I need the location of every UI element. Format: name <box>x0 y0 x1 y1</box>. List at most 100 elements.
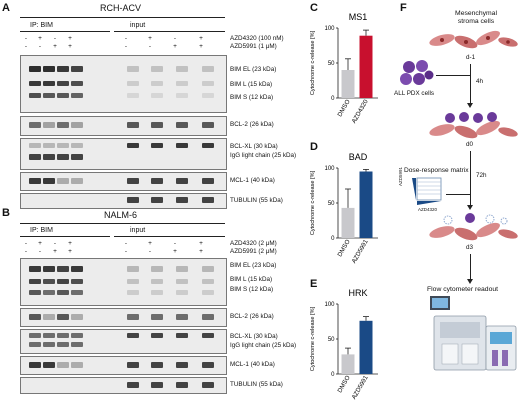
blot-band <box>202 290 214 295</box>
lane-a-r1-3: - <box>53 35 57 42</box>
lane-b-r2-4: + <box>68 248 72 255</box>
blot-band <box>57 66 69 72</box>
blot-band <box>151 314 163 320</box>
panel-b-blot-igg: IgG light chain (25 kDa) <box>230 342 297 349</box>
blot-band <box>43 122 55 128</box>
bad-bar-dmso <box>341 207 355 238</box>
blot-band <box>202 279 214 284</box>
lane-a-r2-5: - <box>124 43 128 50</box>
day-0-label: d0 <box>466 141 474 148</box>
hrk-y-tick-label: 50 <box>328 337 335 343</box>
blot-b-bim <box>20 258 227 306</box>
panel-a-blot-bim-el: BIM EL (23 kDa) <box>230 66 277 73</box>
blot-band <box>43 154 55 160</box>
blot-a-bclxl <box>20 138 227 170</box>
panel-a-letter: A <box>2 2 10 14</box>
dose-azd5991-label: AZD5991 <box>398 166 403 186</box>
bad-x-tick-label: AZD5991 <box>351 238 370 265</box>
blot-band <box>151 290 163 295</box>
panel-a-input-rule <box>114 31 225 32</box>
blot-band <box>71 362 83 368</box>
blot-band <box>127 178 139 184</box>
panel-a-ip-label: IP: BIM <box>30 22 53 29</box>
ms1-x-tick-label: DMSO <box>336 98 351 118</box>
panel-b-blot-bim-el: BIM EL (23 kDa) <box>230 262 277 269</box>
panel-a-title: RCH-ACV <box>100 3 142 13</box>
lane-b-r1-4: + <box>68 240 72 247</box>
blot-band <box>202 122 214 128</box>
panel-c-letter: C <box>310 2 318 14</box>
ms1-y-tick-label: 0 <box>331 96 335 102</box>
dose-matrix-icon <box>412 177 442 205</box>
blot-band <box>43 279 55 284</box>
blot-band <box>176 122 188 128</box>
blot-band <box>29 342 41 347</box>
blot-band <box>29 178 41 184</box>
blot-band <box>127 143 139 148</box>
bad-y-tick-label: 50 <box>328 201 335 207</box>
treated-culture-d3-icon <box>429 213 518 241</box>
lane-a-r1-1: - <box>24 35 28 42</box>
lane-b-r1-7: - <box>173 240 177 247</box>
blot-band <box>57 178 69 184</box>
pdx-arrow-line <box>436 75 470 76</box>
bad-y-axis-label: Cytochrome c-release [%] <box>310 170 316 235</box>
lane-a-r2-6: - <box>148 43 152 50</box>
pdx-label: ALL PDX cells <box>394 90 435 97</box>
panel-b-blot-bim-l: BIM L (15 kDa) <box>230 276 273 283</box>
chart-c: MS1 Cytochrome c-release [%] 0 50 100 DMSOAZD… <box>310 12 378 125</box>
bad-bar-azd5991 <box>359 171 373 238</box>
lane-b-r2-5: - <box>124 248 128 255</box>
day-minus1-label: d-1 <box>466 54 476 61</box>
time-4h-label: 4h <box>476 78 484 85</box>
blot-band <box>57 122 69 128</box>
blot-band <box>29 279 41 284</box>
blot-band <box>176 66 188 72</box>
bad-y-tick-label: 0 <box>331 236 335 242</box>
blot-band <box>127 66 139 72</box>
ms1-y-tick-label: 100 <box>324 26 335 32</box>
lane-b-r2-2: - <box>38 248 42 255</box>
lane-a-r1-7: - <box>173 35 177 42</box>
blot-band <box>29 122 41 128</box>
blot-band <box>57 342 69 347</box>
panel-a-blot-bim-l: BIM L (15 kDa) <box>230 81 273 88</box>
blot-band <box>202 143 214 148</box>
panel-b-treatment-1: AZD4320 (2 μM) <box>230 240 277 247</box>
bad-x-tick-label: DMSO <box>336 238 351 258</box>
ms1-bar-azd4320 <box>359 35 373 98</box>
panel-b-blot-mcl1: MCL-1 (40 kDa) <box>230 361 275 368</box>
blot-a-bcl2 <box>20 116 227 136</box>
lane-a-r1-8: + <box>199 35 203 42</box>
blot-band <box>176 362 188 368</box>
panel-b-input-rule <box>114 236 225 237</box>
blot-band <box>43 362 55 368</box>
blot-band <box>151 279 163 284</box>
bad-y-tick-label: 100 <box>324 166 335 172</box>
blot-band <box>57 93 69 98</box>
panel-b-ip-rule <box>20 236 110 237</box>
lane-b-r2-6: - <box>148 248 152 255</box>
panel-e-letter: E <box>310 278 318 290</box>
blot-band <box>57 333 69 338</box>
hrk-x-tick-label: AZD5991 <box>351 374 370 401</box>
blot-band <box>202 66 214 72</box>
blot-b-bcl2 <box>20 308 227 327</box>
blot-band <box>176 314 188 320</box>
lane-b-r2-7: + <box>173 248 177 255</box>
blot-band <box>202 178 214 184</box>
blot-band <box>176 382 188 388</box>
blot-band <box>202 93 214 98</box>
blot-band <box>29 154 41 160</box>
blot-band <box>43 143 55 148</box>
blot-band <box>43 266 55 272</box>
panel-b-blot-bclxl: BCL-XL (30 kDa) <box>230 333 278 340</box>
blot-band <box>71 333 83 338</box>
blot-band <box>176 93 188 98</box>
pdx-cells-icon <box>400 60 434 85</box>
blot-band <box>151 266 163 272</box>
blot-band <box>57 154 69 160</box>
blot-band <box>43 178 55 184</box>
hrk-y-tick-label: 100 <box>324 302 335 308</box>
hrk-chart-title: HRK <box>348 288 367 298</box>
